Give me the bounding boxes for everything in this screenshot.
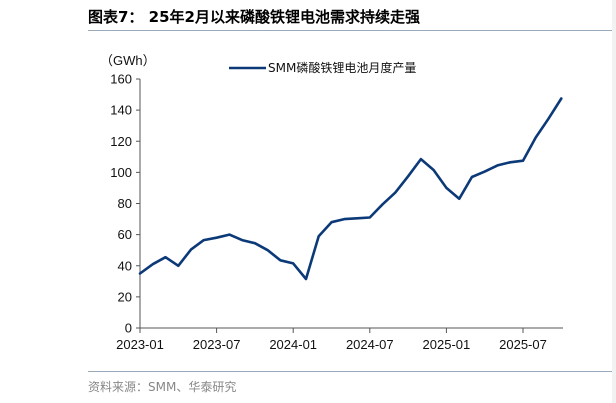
x-axis: 2023-01 2023-07 2024-01 2024-07 2025-01 2025-… <box>116 327 563 352</box>
source-divider <box>88 371 616 372</box>
y-tick-label: 40 <box>118 258 132 273</box>
y-tick-label: 80 <box>118 196 132 211</box>
y-tick-label: 140 <box>110 103 132 118</box>
y-tick-label: 160 <box>110 72 132 87</box>
legend: SMM磷酸铁锂电池月度产量 <box>229 60 416 75</box>
x-tick-label: 2024-01 <box>269 337 317 352</box>
y-tick-label: 20 <box>118 289 132 304</box>
y-tick-label: 100 <box>110 165 132 180</box>
x-tick-label: 2025-07 <box>499 337 547 352</box>
x-tick-label: 2023-01 <box>116 337 164 352</box>
x-tick-label: 2023-07 <box>193 337 241 352</box>
title-divider <box>88 30 616 31</box>
series-group <box>138 97 563 281</box>
chart-title: 图表7： 25年2月以来磷酸铁锂电池需求持续走强 <box>88 8 420 26</box>
unit-label: （GWh） <box>100 53 156 68</box>
legend-label: SMM磷酸铁锂电池月度产量 <box>268 60 416 75</box>
x-tick-label: 2025-01 <box>423 337 471 352</box>
page-edge <box>612 0 616 403</box>
x-tick-label: 2024-07 <box>346 337 394 352</box>
series-line <box>138 97 563 281</box>
y-tick-label: 0 <box>125 321 132 336</box>
y-tick-label: 60 <box>118 227 132 242</box>
source-note: 资料来源：SMM、华泰研究 <box>88 380 237 394</box>
y-tick-label: 120 <box>110 134 132 149</box>
y-axis: 0 20 40 60 80 100 120 140 160 <box>110 72 141 336</box>
